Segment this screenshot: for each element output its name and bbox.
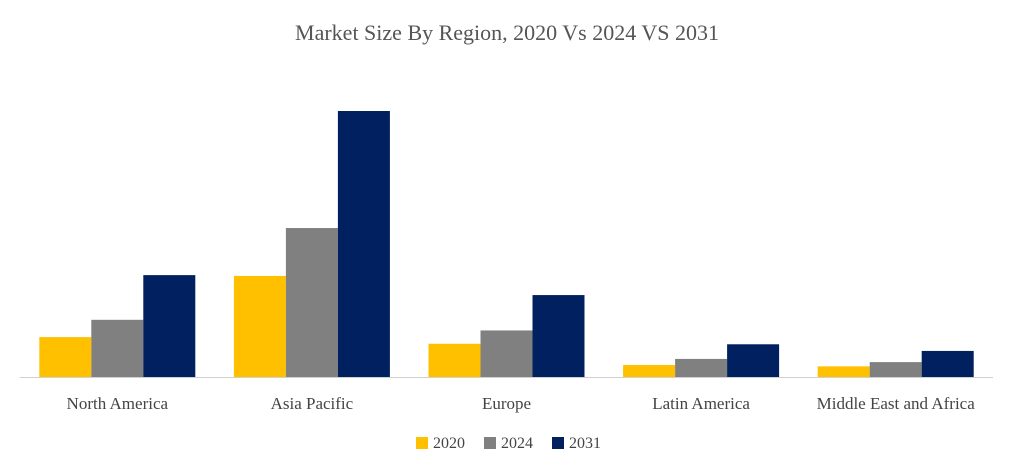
bar-2024-north-america [91,319,144,377]
category-label: Asia Pacific [271,394,354,413]
bar-2031-europe [532,295,585,377]
category-labels: North America Asia Pacific Europe Latin Ame… [67,394,976,413]
bar-2024-europe [480,330,533,377]
legend-label-2020: 2020 [433,435,465,452]
legend-swatch-2020 [416,437,428,449]
bar-2024-middle-east-and-africa [869,362,922,377]
legend: 2020 2024 2031 [416,435,601,452]
bar-2020-europe [428,343,481,377]
legend-label-2024: 2024 [501,435,533,452]
category-label: Europe [482,394,531,413]
legend-swatch-2031 [552,437,564,449]
bars-group [39,111,974,377]
bar-2020-middle-east-and-africa [817,366,870,377]
bar-2031-latin-america [727,344,780,377]
legend-swatch-2024 [484,437,496,449]
bar-2020-north-america [39,337,92,377]
category-label: Latin America [652,394,750,413]
bar-2024-latin-america [675,358,728,377]
bar-2031-asia-pacific [337,111,390,377]
bar-2020-asia-pacific [233,275,286,377]
chart-title: Market Size By Region, 2020 Vs 2024 VS 2… [295,20,719,45]
legend-label-2031: 2031 [569,435,601,452]
bar-2031-middle-east-and-africa [921,350,974,377]
bar-2024-asia-pacific [285,228,338,377]
category-label: Middle East and Africa [817,394,976,413]
bar-2031-north-america [143,275,196,377]
category-label: North America [67,394,169,413]
bar-2020-latin-america [623,365,676,377]
